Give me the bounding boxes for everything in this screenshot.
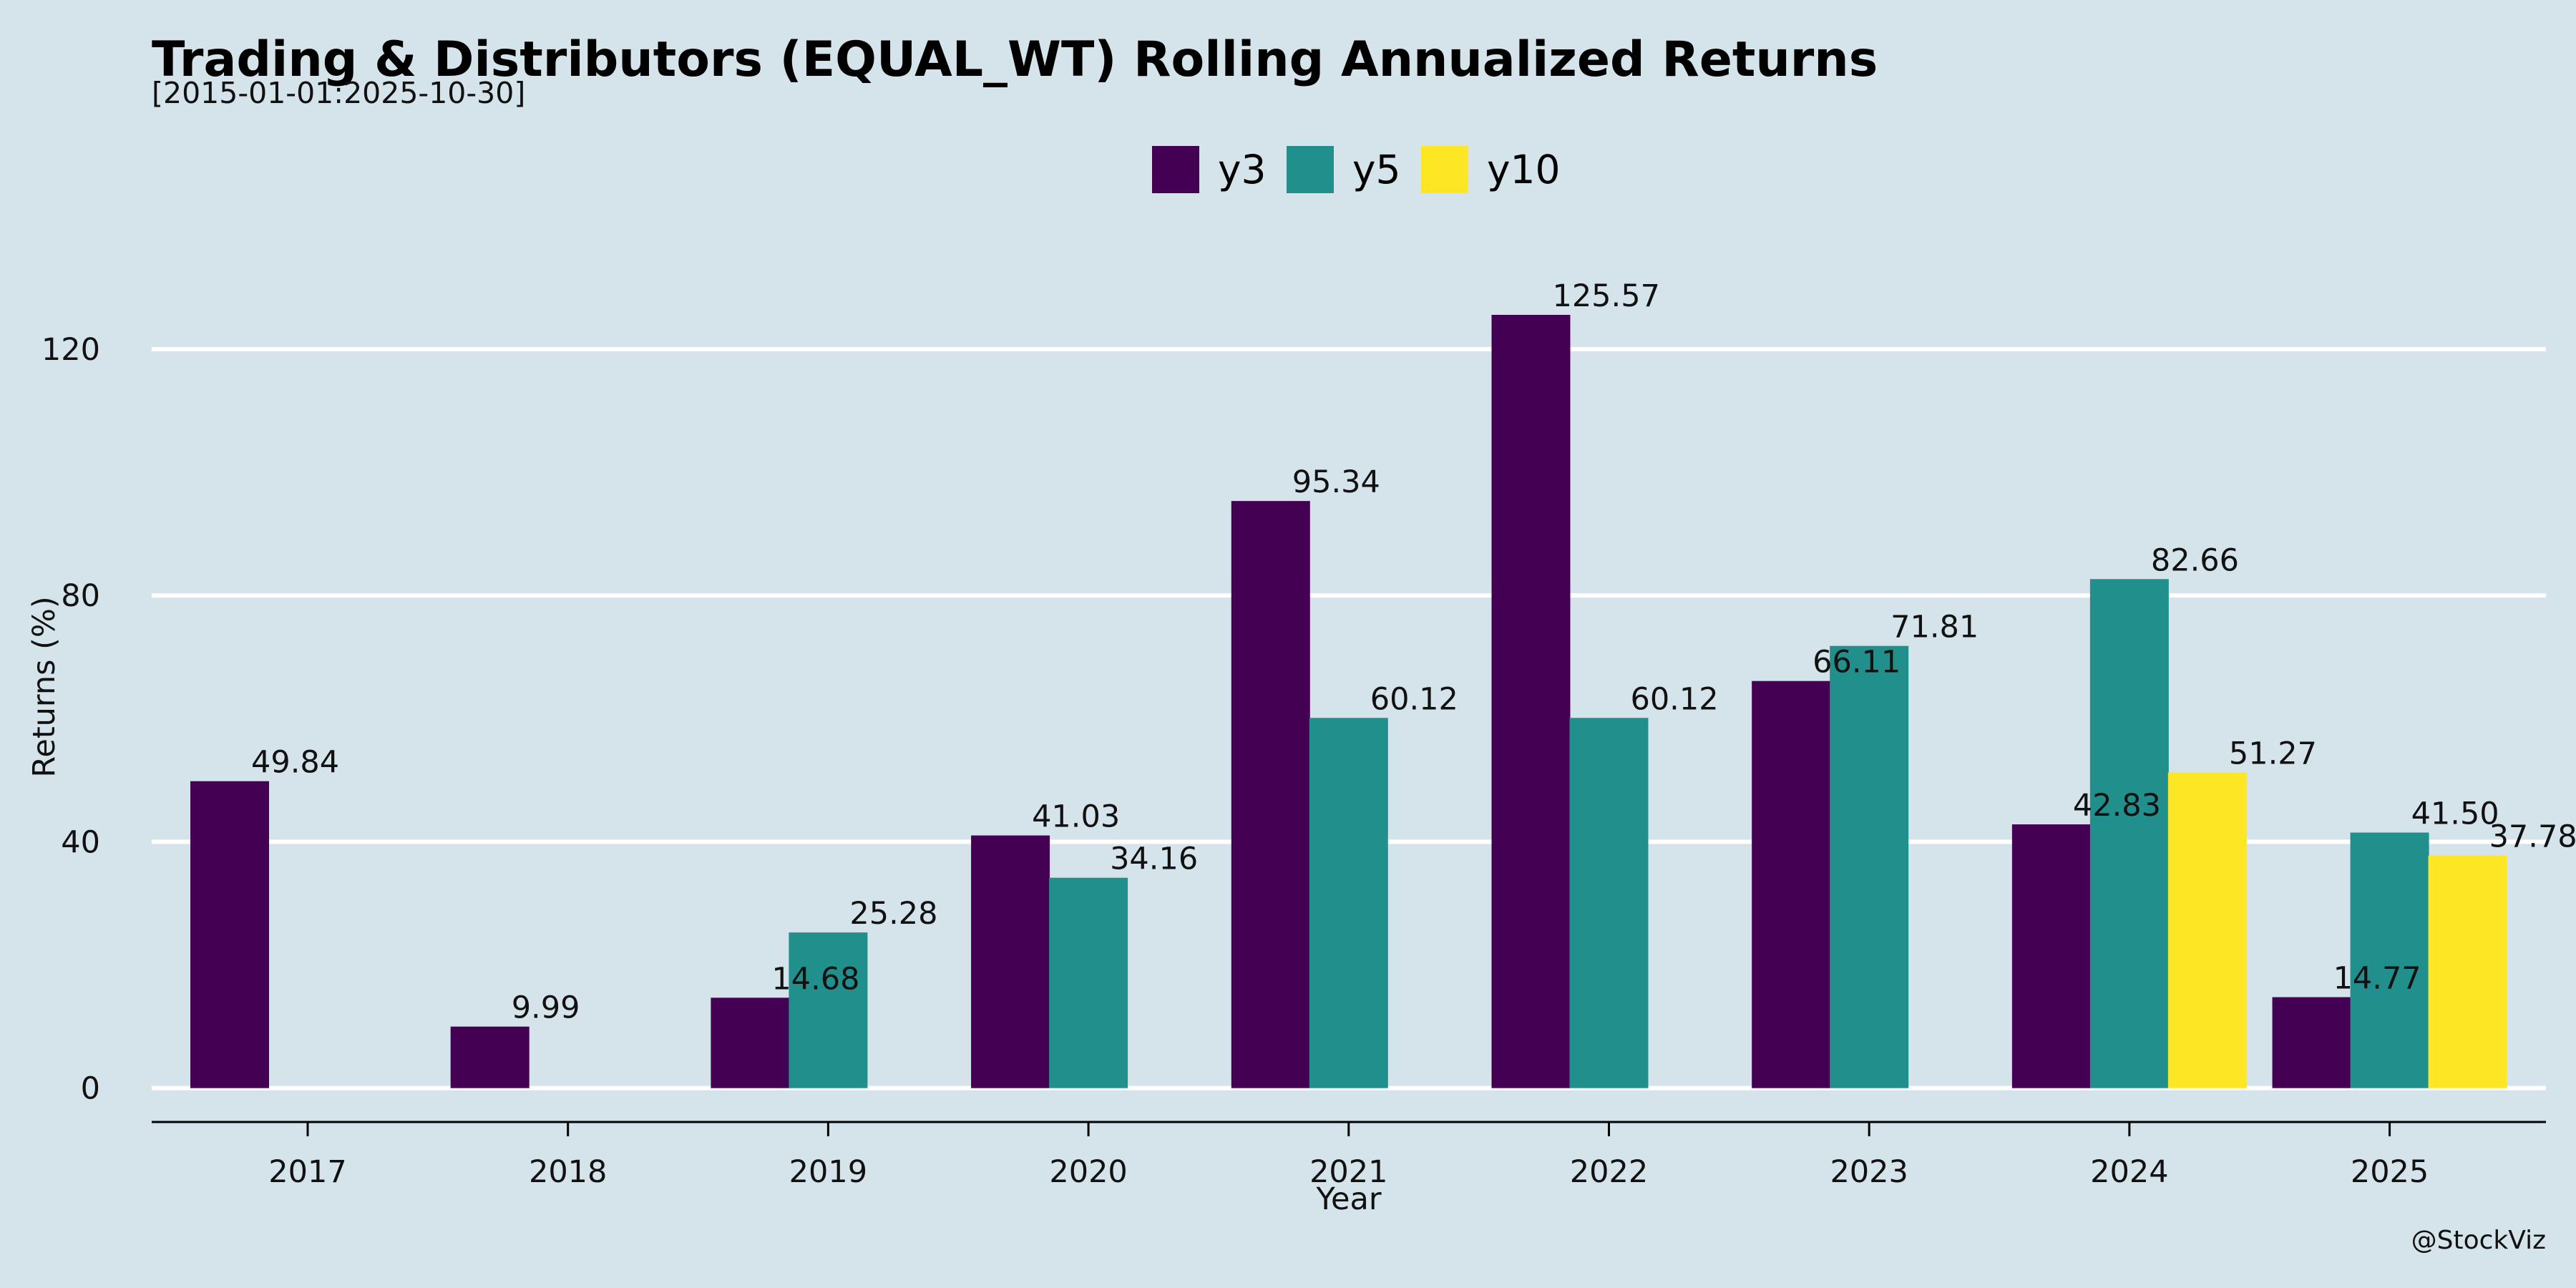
x-tick-label-2017: 2017: [268, 1154, 346, 1190]
y-axis-label: Returns (%): [26, 596, 62, 777]
data-label-y3-2021: 95.34: [1292, 464, 1380, 500]
bar-y5-2023: [1830, 645, 1909, 1088]
bar-y3-2017: [190, 781, 269, 1088]
data-label-y5-2024: 82.66: [2151, 542, 2239, 578]
bar-y3-2020: [971, 835, 1050, 1088]
y-tick-label-0: 0: [81, 1071, 100, 1107]
data-label-y5-2021: 60.12: [1370, 681, 1458, 717]
data-label-y5-2025: 41.50: [2411, 796, 2499, 832]
data-label-y3-2024: 42.83: [2073, 788, 2161, 824]
y-tick-label-120: 120: [42, 332, 100, 368]
x-tick-label-2020: 2020: [1049, 1154, 1127, 1190]
x-tick-label-2024: 2024: [2090, 1154, 2168, 1190]
bar-y5-2022: [1569, 718, 1649, 1088]
bar-y5-2024: [2089, 579, 2169, 1088]
data-label-y5-2022: 60.12: [1630, 681, 1718, 717]
data-label-y10-2025: 37.78: [2489, 819, 2576, 855]
data-label-y5-2020: 34.16: [1110, 841, 1198, 877]
x-tick-label-2019: 2019: [789, 1154, 867, 1190]
data-label-y5-2023: 71.81: [1890, 610, 1979, 645]
bar-y3-2019: [711, 997, 790, 1088]
legend-label-y10: y10: [1487, 147, 1561, 192]
bar-y3-2022: [1491, 315, 1571, 1088]
x-tick-label-2025: 2025: [2351, 1154, 2429, 1190]
chart-subtitle: [2015-01-01:2025-10-30]: [152, 76, 525, 110]
data-label-y3-2022: 125.57: [1552, 278, 1659, 314]
legend-swatch-y10: [1421, 146, 1468, 193]
bar-y3-2023: [1752, 680, 1831, 1088]
legend-swatch-y3: [1152, 146, 1199, 193]
data-labels: 49.84 9.99 14.68 25.28 41.03 34.16 95.34 60.12 1…: [251, 278, 2576, 1026]
bar-y3-2021: [1231, 501, 1310, 1088]
data-label-y3-2019: 14.68: [771, 961, 859, 997]
x-tick-label-2021: 2021: [1309, 1154, 1387, 1190]
data-label-y5-2019: 25.28: [849, 896, 937, 932]
credit-text: @StockViz: [2411, 1226, 2546, 1255]
chart-title: Trading & Distributors (EQUAL_WT) Rollin…: [152, 31, 1878, 88]
bar-y3-2018: [450, 1026, 530, 1088]
x-axis-label: Year: [1315, 1181, 1381, 1217]
y-tick-label-40: 40: [61, 824, 100, 860]
data-label-y3-2025: 14.77: [2333, 961, 2421, 997]
bar-y3-2024: [2011, 824, 2091, 1088]
data-label-y10-2024: 51.27: [2229, 736, 2317, 771]
axes: 2017 2018 2019 2020 2021 2022 2023 2024 2025: [152, 1121, 2546, 1190]
x-tick-label-2023: 2023: [1830, 1154, 1908, 1190]
legend-label-y3: y3: [1218, 147, 1267, 192]
data-label-y3-2018: 9.99: [512, 990, 580, 1026]
legend: y3 y5 y10: [1152, 146, 1561, 193]
bar-y5-2020: [1049, 877, 1128, 1088]
data-label-y3-2017: 49.84: [251, 745, 339, 781]
bar-y5-2025: [2350, 832, 2429, 1088]
bar-y3-2025: [2272, 997, 2351, 1088]
bar-y5-2019: [789, 932, 868, 1088]
y-tick-label-80: 80: [61, 578, 100, 614]
legend-label-y5: y5: [1352, 147, 1401, 192]
bar-y10-2024: [2167, 772, 2247, 1088]
bar-y5-2021: [1309, 718, 1388, 1088]
x-tick-label-2018: 2018: [529, 1154, 607, 1190]
x-tick-label-2022: 2022: [1570, 1154, 1648, 1190]
bar-y10-2025: [2428, 855, 2507, 1088]
data-label-y3-2020: 41.03: [1032, 799, 1120, 835]
bars: [190, 315, 2507, 1088]
legend-swatch-y5: [1287, 146, 1334, 193]
data-label-y3-2023: 66.11: [1813, 645, 1901, 680]
